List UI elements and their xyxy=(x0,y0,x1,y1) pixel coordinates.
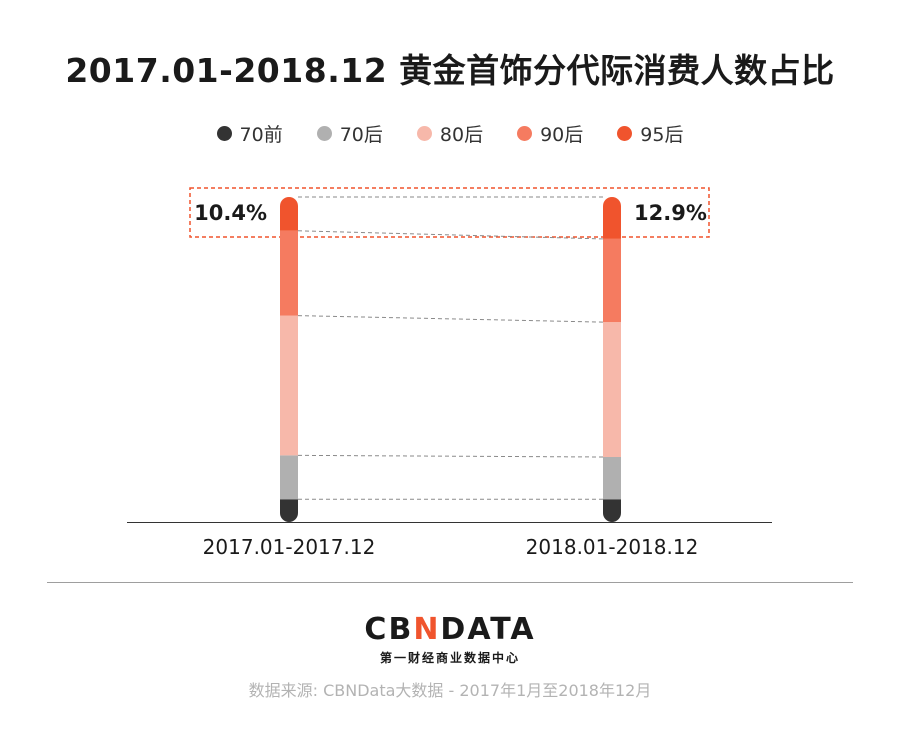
legend-dot xyxy=(216,126,232,141)
bar-segment xyxy=(280,499,298,522)
legend-dot xyxy=(316,126,332,141)
logo-text-right: DATA xyxy=(440,612,536,647)
bar-segment xyxy=(280,230,298,316)
legend-label: 70后 xyxy=(339,124,383,146)
connector-line xyxy=(297,454,604,458)
logo-text-left: CB xyxy=(364,612,414,647)
legend-dot xyxy=(416,126,432,141)
value-label-2017: 10.4% xyxy=(194,201,267,225)
cbndata-logo: CBNDATA xyxy=(364,612,535,647)
legend: 70前 70后 80后 90后 95后 xyxy=(0,120,900,147)
category-label: 2017.01-2017.12 xyxy=(203,535,376,559)
value-label-2018: 12.9% xyxy=(634,201,707,225)
legend-item-80s: 80后 xyxy=(416,120,484,147)
legend-label: 90后 xyxy=(540,124,584,146)
category-label: 2018.01-2018.12 xyxy=(526,535,699,559)
divider xyxy=(47,582,853,583)
legend-label: 70前 xyxy=(239,124,283,146)
legend-dot xyxy=(517,126,533,141)
bar-segment xyxy=(280,315,298,456)
data-source-note: 数据来源: CBNData大数据 - 2017年1月至2018年12月 xyxy=(248,681,652,700)
bar-segment xyxy=(280,197,298,231)
connector-line xyxy=(297,315,604,323)
logo-subtitle: 第一财经商业数据中心 xyxy=(379,651,520,665)
legend-item-70-before: 70前 xyxy=(216,120,283,147)
legend-label: 80后 xyxy=(439,124,484,146)
legend-item-95s: 95后 xyxy=(617,120,683,147)
connector-line xyxy=(297,230,604,240)
legend-dot xyxy=(617,126,633,141)
chart-title: 2017.01-2018.12 黄金首饰分代际消费人数占比 xyxy=(65,51,835,90)
bar-segment xyxy=(280,455,298,500)
stacked-bar-chart: 10.4% 12.9% 2017.01-2017.12 2018.01-2018.12 xyxy=(127,187,772,559)
legend-item-90s: 90后 xyxy=(517,120,583,147)
bar-segment xyxy=(603,499,621,522)
bar-segment xyxy=(603,238,621,323)
bar-segment xyxy=(603,322,621,457)
logo-text-accent: N xyxy=(413,612,441,647)
brand-block: CBNDATA 第一财经商业数据中心 xyxy=(0,612,900,666)
highlight-box xyxy=(189,187,710,238)
legend-item-70s: 70后 xyxy=(316,120,383,147)
legend-label: 95后 xyxy=(640,124,684,146)
bar-segment xyxy=(603,457,621,500)
bar-segment xyxy=(603,197,621,239)
